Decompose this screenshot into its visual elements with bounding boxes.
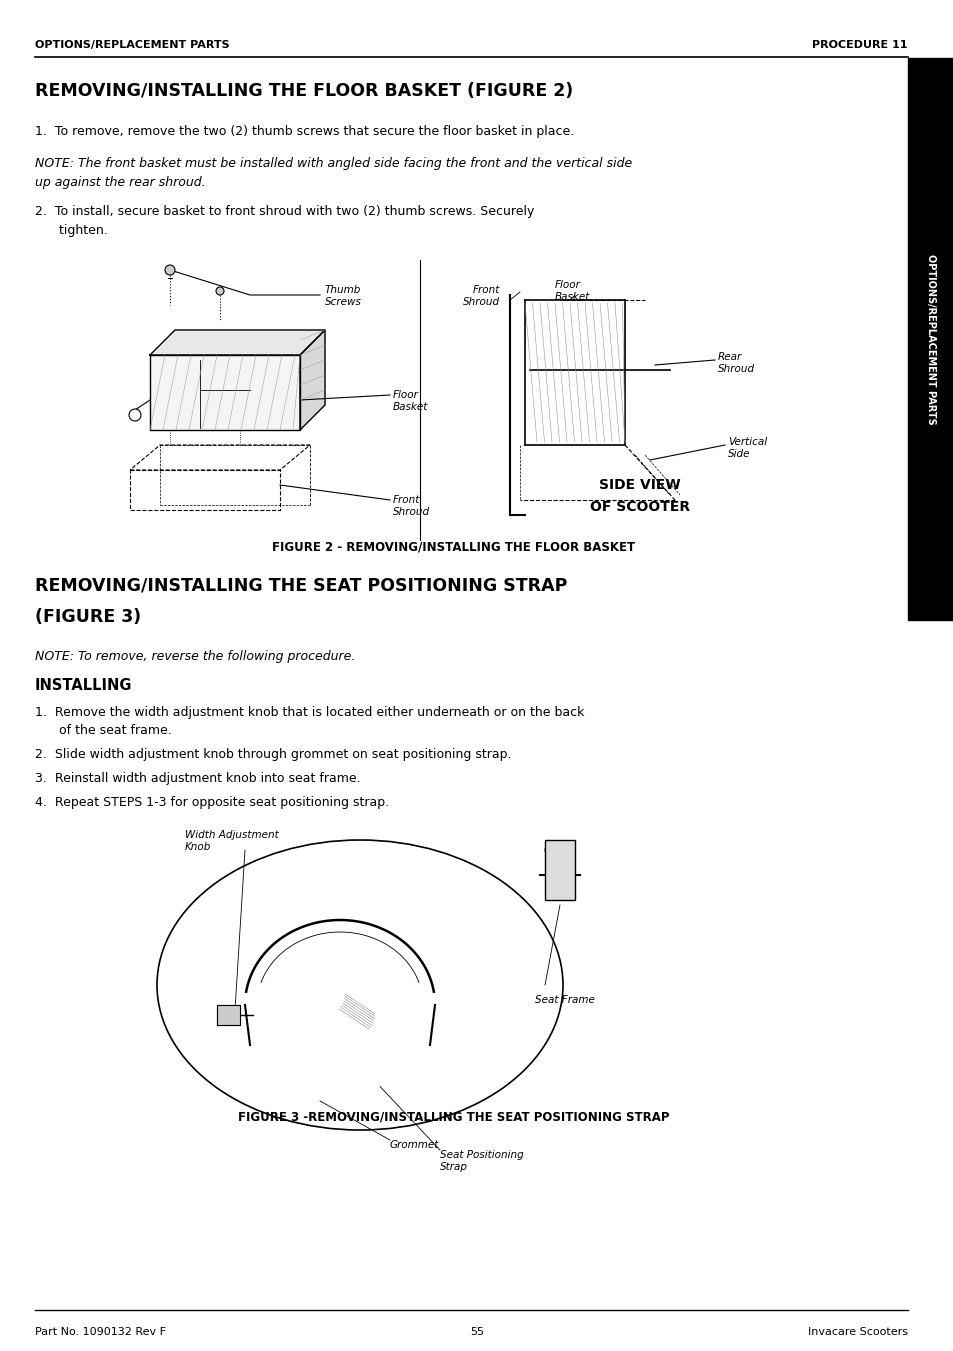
Text: 1.  To remove, remove the two (2) thumb screws that secure the floor basket in p: 1. To remove, remove the two (2) thumb s… — [35, 126, 574, 138]
Text: tighten.: tighten. — [35, 224, 108, 236]
Bar — [544, 840, 575, 900]
Text: OF SCOOTER: OF SCOOTER — [589, 500, 689, 513]
Text: of the seat frame.: of the seat frame. — [35, 724, 172, 738]
Text: Part No. 1090132 Rev F: Part No. 1090132 Rev F — [35, 1327, 166, 1337]
Text: 4.  Repeat STEPS 1-3 for opposite seat positioning strap.: 4. Repeat STEPS 1-3 for opposite seat po… — [35, 796, 389, 809]
Text: OPTIONS/REPLACEMENT PARTS: OPTIONS/REPLACEMENT PARTS — [925, 254, 935, 424]
Circle shape — [215, 286, 224, 295]
Text: Width Adjustment
Knob: Width Adjustment Knob — [185, 830, 278, 851]
Text: REMOVING/INSTALLING THE SEAT POSITIONING STRAP: REMOVING/INSTALLING THE SEAT POSITIONING… — [35, 577, 567, 594]
Text: NOTE: To remove, reverse the following procedure.: NOTE: To remove, reverse the following p… — [35, 650, 355, 663]
Text: Grommet: Grommet — [390, 1140, 439, 1150]
Text: Thumb
Screws: Thumb Screws — [325, 285, 361, 307]
Text: Seat Frame: Seat Frame — [535, 994, 595, 1005]
Polygon shape — [299, 330, 325, 430]
Circle shape — [129, 409, 141, 422]
Polygon shape — [216, 1005, 240, 1025]
Text: OPTIONS/REPLACEMENT PARTS: OPTIONS/REPLACEMENT PARTS — [35, 41, 230, 50]
Text: up against the rear shroud.: up against the rear shroud. — [35, 176, 206, 189]
Text: 3.  Reinstall width adjustment knob into seat frame.: 3. Reinstall width adjustment knob into … — [35, 771, 360, 785]
Text: 2.  Slide width adjustment knob through grommet on seat positioning strap.: 2. Slide width adjustment knob through g… — [35, 748, 511, 761]
Polygon shape — [150, 330, 325, 355]
Text: 2.  To install, secure basket to front shroud with two (2) thumb screws. Securel: 2. To install, secure basket to front sh… — [35, 205, 534, 218]
Text: Floor
Basket: Floor Basket — [393, 390, 428, 412]
Text: Floor
Basket: Floor Basket — [555, 280, 590, 301]
Text: NOTE: The front basket must be installed with angled side facing the front and t: NOTE: The front basket must be installed… — [35, 157, 632, 170]
Text: Seat Positioning
Strap: Seat Positioning Strap — [439, 1150, 523, 1171]
Text: INSTALLING: INSTALLING — [35, 678, 132, 693]
Bar — [907, 58, 953, 620]
Text: Rear
Shroud: Rear Shroud — [718, 353, 755, 374]
Text: Vertical
Side: Vertical Side — [727, 436, 766, 458]
Text: PROCEDURE 11: PROCEDURE 11 — [812, 41, 907, 50]
Circle shape — [165, 265, 174, 276]
Text: 1.  Remove the width adjustment knob that is located either underneath or on the: 1. Remove the width adjustment knob that… — [35, 707, 584, 719]
Text: Front
Shroud: Front Shroud — [462, 285, 499, 307]
Text: Invacare Scooters: Invacare Scooters — [807, 1327, 907, 1337]
Text: FIGURE 3 -REMOVING/INSTALLING THE SEAT POSITIONING STRAP: FIGURE 3 -REMOVING/INSTALLING THE SEAT P… — [238, 1111, 669, 1123]
Polygon shape — [150, 355, 299, 430]
Text: 55: 55 — [470, 1327, 483, 1337]
Text: FIGURE 2 - REMOVING/INSTALLING THE FLOOR BASKET: FIGURE 2 - REMOVING/INSTALLING THE FLOOR… — [273, 540, 635, 553]
Text: SIDE VIEW: SIDE VIEW — [598, 478, 680, 492]
Text: REMOVING/INSTALLING THE FLOOR BASKET (FIGURE 2): REMOVING/INSTALLING THE FLOOR BASKET (FI… — [35, 82, 573, 100]
Text: (FIGURE 3): (FIGURE 3) — [35, 608, 141, 626]
Text: Front
Shroud: Front Shroud — [393, 494, 430, 516]
